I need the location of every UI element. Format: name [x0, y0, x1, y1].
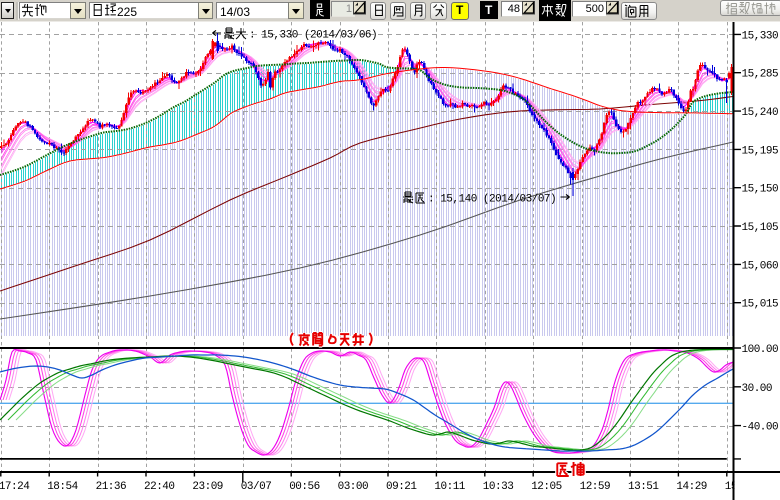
svg-text:15,240: 15,240 — [742, 107, 779, 119]
svg-text:100.00: 100.00 — [742, 344, 779, 356]
svg-text:23:09: 23:09 — [192, 481, 223, 493]
svg-text:12:05: 12:05 — [531, 481, 562, 493]
svg-text:15,150: 15,150 — [742, 184, 779, 196]
svg-text:17:24: 17:24 — [0, 481, 30, 493]
svg-text:10:11: 10:11 — [434, 481, 465, 493]
svg-text:14:29: 14:29 — [676, 481, 707, 493]
svg-text:18:54: 18:54 — [47, 481, 78, 493]
svg-text:12:59: 12:59 — [580, 481, 611, 493]
svg-text:22:40: 22:40 — [144, 481, 175, 493]
svg-text:10:33: 10:33 — [483, 481, 514, 493]
svg-text:: 15,140 (2014/03/07): : 15,140 (2014/03/07) — [428, 194, 556, 206]
svg-text:13:51: 13:51 — [628, 481, 659, 493]
svg-text:09:21: 09:21 — [386, 481, 417, 493]
svg-text:-40.00: -40.00 — [742, 422, 779, 434]
svg-text:03/07: 03/07 — [241, 481, 272, 493]
svg-text:00:56: 00:56 — [289, 481, 320, 493]
svg-text:: 15,330 (2014/03/06): : 15,330 (2014/03/06) — [249, 30, 377, 42]
svg-text:15,285: 15,285 — [742, 69, 779, 81]
svg-text:15,060: 15,060 — [742, 260, 779, 272]
svg-text:03:00: 03:00 — [338, 481, 369, 493]
svg-text:15,015: 15,015 — [742, 299, 779, 311]
svg-text:30.00: 30.00 — [742, 383, 773, 395]
svg-text:15,330: 15,330 — [742, 30, 779, 42]
svg-text:21:36: 21:36 — [96, 481, 127, 493]
svg-text:15,105: 15,105 — [742, 222, 779, 234]
svg-text:15,195: 15,195 — [742, 145, 779, 157]
